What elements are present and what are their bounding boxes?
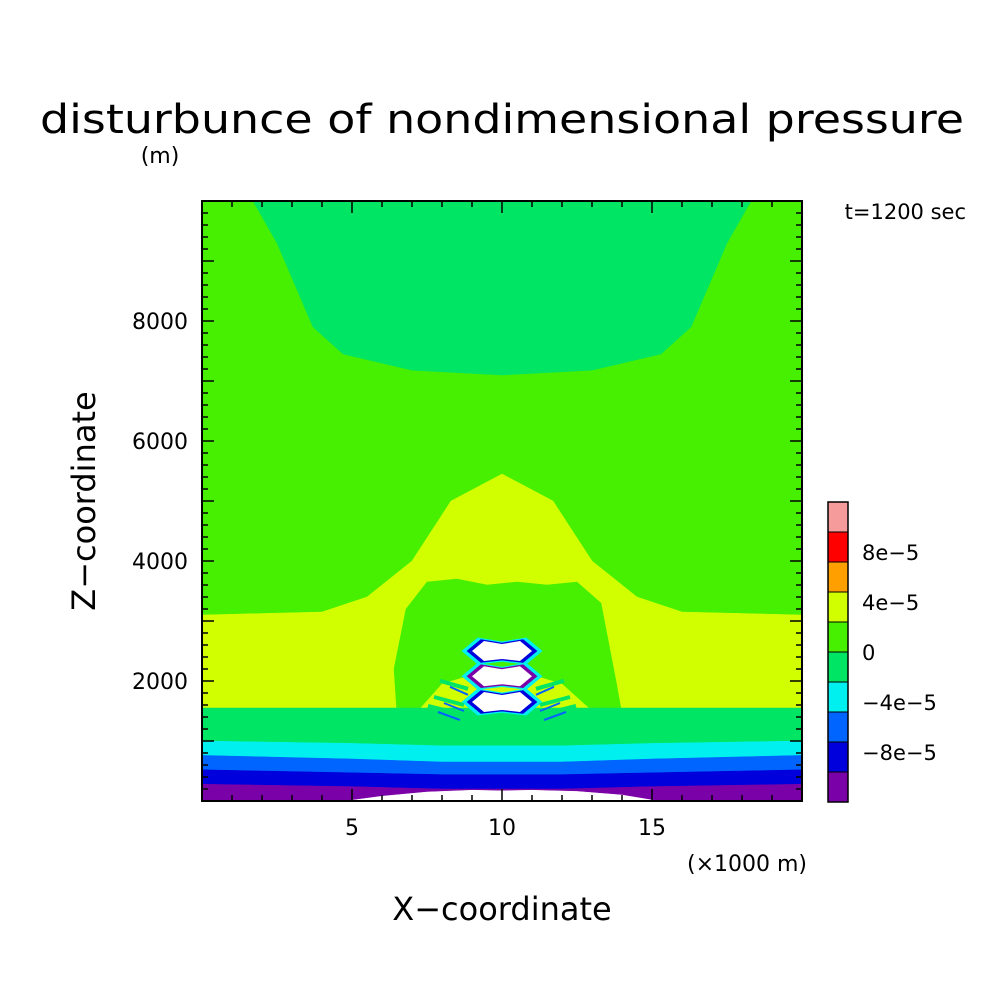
core-filament [535, 678, 565, 691]
core-filament [437, 711, 461, 721]
y-axis-label: Z−coordinate [65, 391, 103, 610]
x-unit-label: (×1000 m) [687, 852, 807, 877]
chart-title: disturbunce of nondimensional pressure [40, 97, 964, 143]
core-filament [433, 695, 465, 707]
core-cell [472, 666, 532, 687]
colorbar-swatch [828, 652, 848, 682]
colorbar-label: 4e−5 [862, 591, 919, 615]
core-filament [543, 704, 577, 716]
colorbar-label: 8e−5 [862, 541, 919, 565]
core-filament [439, 678, 469, 691]
colorbar-label: −8e−5 [862, 741, 937, 765]
plot-frame [201, 200, 803, 802]
colorbar-swatch [828, 622, 848, 652]
core-filament [427, 704, 461, 716]
units-label: (m) [141, 144, 180, 169]
y-tick-label: 6000 [132, 430, 188, 455]
plot-area [201, 200, 803, 802]
core-filament [539, 695, 571, 707]
y-tick-label: 2000 [132, 670, 188, 695]
colorbar-swatch [828, 682, 848, 712]
colorbar-swatch [828, 532, 848, 562]
colorbar-swatch [828, 502, 848, 532]
colorbar-label: 0 [862, 641, 875, 665]
colorbar-swatch [828, 772, 848, 802]
core-filament [443, 702, 465, 712]
colorbar-frame [827, 501, 849, 803]
x-tick-label: 10 [488, 816, 516, 841]
core-filament [449, 685, 469, 696]
core-filament [535, 685, 555, 696]
time-label: t=1200 sec [845, 200, 966, 224]
core-filament [543, 711, 567, 721]
core-cells-layer [427, 637, 577, 721]
colorbar-swatch [828, 562, 848, 592]
core-cell [472, 692, 532, 712]
x-tick-label: 15 [638, 816, 666, 841]
x-tick-label: 5 [345, 816, 359, 841]
colorbar-swatch [828, 592, 848, 622]
colorbar-label: −4e−5 [862, 691, 937, 715]
colorbar-swatch [828, 742, 848, 772]
colorbar: −8e−5 −4e−5 0 4e−5 8e−5 [827, 501, 937, 803]
core-cell [472, 641, 532, 661]
colorbar-swatch [828, 712, 848, 742]
core-filament [539, 702, 561, 712]
y-tick-label: 4000 [132, 550, 188, 575]
y-tick-label: 8000 [132, 310, 188, 335]
x-axis-label: X−coordinate [392, 890, 611, 928]
contour-region-upper-negative-dome [252, 200, 752, 376]
contour-region-lower-negative-band [201, 707, 803, 747]
